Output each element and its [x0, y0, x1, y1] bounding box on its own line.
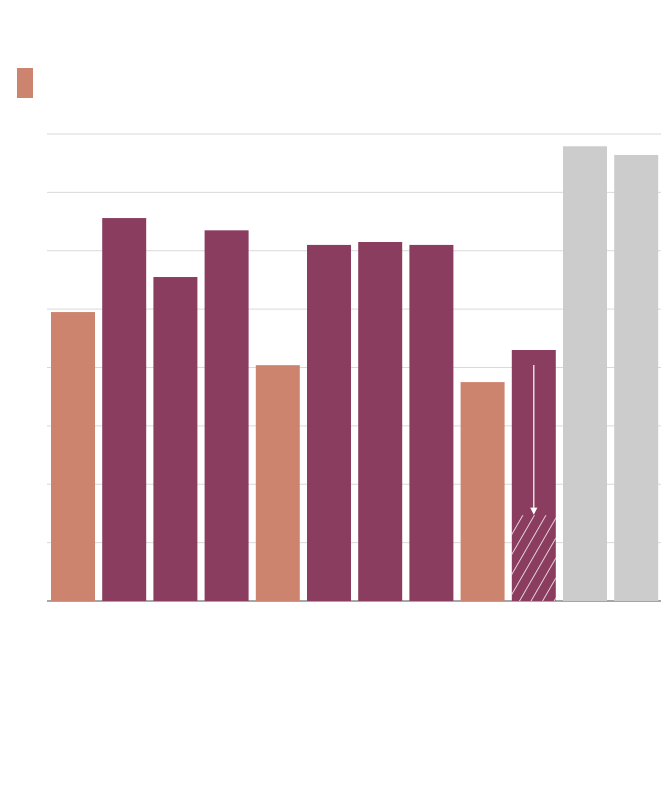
bar [358, 241, 403, 601]
bar [307, 244, 351, 601]
bar [51, 312, 95, 601]
bar [409, 244, 454, 601]
bar [614, 155, 659, 601]
bar [255, 365, 300, 601]
legend-swatch [17, 68, 33, 98]
bar [153, 277, 198, 601]
bar [460, 382, 505, 601]
bar [102, 218, 147, 601]
bar [204, 230, 249, 601]
hatched-segment [511, 515, 556, 601]
bar [563, 146, 607, 602]
